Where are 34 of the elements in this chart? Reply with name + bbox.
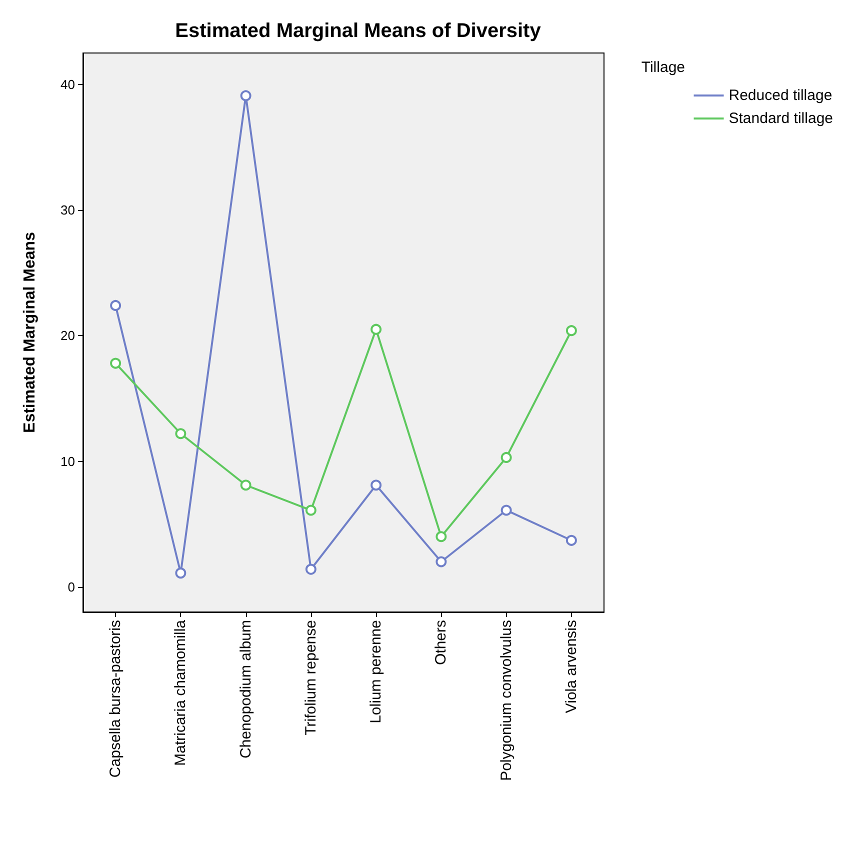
- y-axis-title: Estimated Marginal Means: [22, 232, 38, 433]
- x-tick-label: Viola arvensis: [562, 620, 580, 714]
- y-tick-label: 0: [68, 579, 75, 594]
- point: [305, 564, 316, 575]
- legend-label: Reduced tillage: [728, 87, 832, 104]
- point: [436, 531, 447, 542]
- x-tick-label: Chenopodium album: [237, 620, 254, 758]
- x-tick-label: Capsella bursa-pastoris: [107, 620, 124, 778]
- y-tick-label: 30: [60, 202, 75, 218]
- point: [175, 568, 186, 579]
- point: [500, 452, 512, 463]
- point: [370, 480, 382, 491]
- point: [566, 325, 577, 336]
- x-tick-label: Matricaria chamomilla: [172, 619, 190, 766]
- x-tick-label: Lolium perenne: [368, 620, 385, 724]
- y-tick-label: 40: [60, 76, 75, 92]
- point: [370, 324, 382, 335]
- point: [436, 556, 447, 568]
- chart-title: Estimated Marginal Means of Diversity: [175, 20, 542, 42]
- x-tick-label: Trifolium repense: [302, 620, 320, 736]
- y-tick-label: 10: [60, 454, 75, 469]
- point: [305, 504, 316, 516]
- point: [175, 428, 186, 440]
- point: [110, 358, 122, 369]
- legend-label: Standard tillage: [728, 110, 834, 127]
- point: [500, 504, 512, 516]
- x-tick-label: Polygonium convolvulus: [498, 620, 515, 781]
- point: [566, 534, 577, 546]
- point: [110, 300, 122, 311]
- point: [240, 90, 252, 102]
- point: [240, 480, 252, 491]
- legend-title: Tillage: [641, 59, 686, 76]
- y-tick-label: 20: [60, 328, 75, 344]
- x-tick-label: Others: [432, 620, 450, 666]
